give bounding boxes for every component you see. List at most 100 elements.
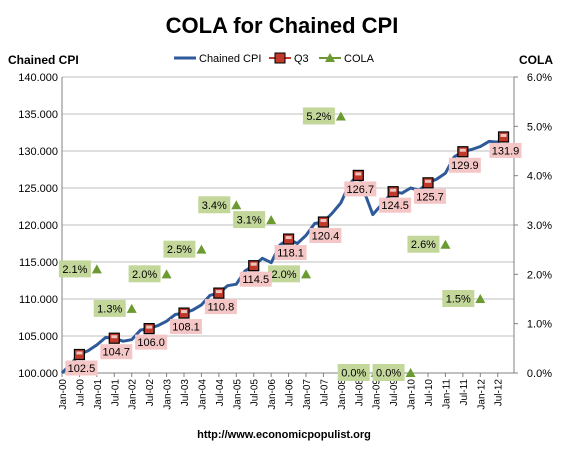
cola-data-label: 2.5% [167,244,192,256]
x-tick-label: Jul-04 [215,379,226,407]
q3-label-bg [448,157,481,173]
cola-marker [161,269,172,279]
cola-data-label: 2.0% [132,269,157,281]
cola-data-label: 5.2% [306,111,331,123]
q3-label-bg [204,299,237,315]
cola-data-label: 2.6% [411,239,436,251]
q3-data-label: 114.5 [242,274,269,286]
x-tick-label: Jul-10 [424,379,435,407]
cola-data-label: 0.0% [376,368,401,380]
source-url: http://www.economicpopulist.org [197,429,371,441]
x-tick-label: Jan-06 [267,379,278,410]
x-tick-label: Jul-08 [354,379,365,407]
left-tick-label: 115.000 [19,257,58,269]
x-tick-label: Jul-03 [180,379,191,407]
cola-data-label: 1.5% [446,294,471,306]
cola-data-label: 2.1% [62,264,87,276]
right-axis-label: COLA [519,53,553,67]
q3-data-label: 131.9 [492,145,520,157]
legend-label: Chained CPI [199,53,261,65]
q3-label-bg [100,344,133,360]
q3-series: 102.5 104.7 106.0 108.1 110.8 114.5 118.1 120.4… [65,131,522,376]
q3-marker-highlight [285,236,292,240]
q3-label-bg [170,319,203,335]
cola-label-bg [233,211,266,229]
q3-data-label: 110.8 [208,302,235,314]
q3-marker-highlight [215,290,222,294]
cola-data-label: 3.1% [237,215,262,227]
q3-label-bg [239,271,272,287]
q3-marker-highlight [250,262,257,266]
cola-marker [405,368,416,377]
q3-marker-highlight [425,179,432,183]
cola-label-bg [372,364,405,381]
cola-label-bg [198,196,231,214]
q3-marker-highlight [355,172,362,176]
cola-data-label: 2.0% [271,269,296,281]
q3-marker-highlight [459,148,466,152]
q3-marker-highlight [76,351,83,355]
x-tick-label: Jan-05 [232,379,243,410]
q3-label-bg [344,181,377,197]
cola-marker [266,215,277,225]
legend-triangle-swatch [325,53,335,62]
cola-data-label: 0.0% [341,368,366,380]
cola-label-bg [163,240,196,258]
right-tick-label: 0.0% [527,368,552,380]
x-tick-label: Jul-11 [459,379,470,406]
q3-data-label: 129.9 [451,160,479,172]
x-tick-label: Jul-09 [389,379,400,407]
cola-label-bg [407,235,440,253]
q3-data-label: 104.7 [103,347,131,359]
left-axis-label: Chained CPI [8,53,79,67]
q3-data-label: 125.7 [416,191,444,203]
left-tick-label: 100.000 [18,368,58,380]
cola-label-bg [128,265,161,283]
cola-marker [335,111,346,121]
cola-marker [301,269,312,279]
cola-label-bg [268,265,301,283]
q3-data-label: 108.1 [172,322,200,334]
cola-data-label: 1.3% [97,303,122,315]
right-tick-label: 3.0% [527,220,552,232]
x-tick-label: Jul-06 [285,379,296,407]
left-tick-label: 130.000 [18,146,58,158]
x-tick-label: Jan-08 [337,379,348,410]
cola-marker [475,294,486,303]
x-tick-label: Jul-02 [145,379,156,407]
q3-label-bg [274,245,307,261]
q3-data-label: 124.5 [381,200,409,212]
left-axis-ticks: 100.000 105.000 110.000 115.000 120.000 125.0… [18,72,58,380]
q3-marker-highlight [181,310,188,314]
q3-data-label: 126.7 [347,184,375,196]
left-tick-label: 135.000 [18,109,58,121]
cola-label-bg [337,364,370,381]
x-tick-label: Jan-04 [197,379,208,410]
q3-data-label: 106.0 [137,337,165,349]
x-tick-label: Jan-10 [407,379,418,410]
cola-label-bg [93,299,126,317]
cola-marker [231,200,242,210]
cola-marker [91,264,102,274]
cola-series: 2.1% 1.3% 2.0% 2.5% 3.4% 3.1% 2.0% 5.2% 0.0% 0.0%… [58,107,486,381]
x-tick-label: Jul-05 [250,379,261,407]
q3-data-label: 120.4 [312,231,340,243]
legend-label: COLA [344,53,375,65]
legend-label: Q3 [294,53,309,65]
cola-marker [196,244,207,254]
x-tick-label: Jan-11 [441,379,452,409]
q3-marker-highlight [111,335,118,339]
q3-label-bg [379,197,412,213]
cola-label-bg [302,107,335,125]
cola-marker [440,239,451,249]
cola-data-label: 3.4% [202,200,227,212]
x-tick-label: Jan-01 [93,379,104,410]
x-tick-label: Jul-01 [110,379,121,407]
cola-label-bg [58,260,91,278]
q3-label-bg [309,228,342,244]
q3-marker-highlight [390,188,397,192]
q3-data-label: 118.1 [277,248,304,260]
left-tick-label: 105.000 [18,331,58,343]
left-tick-label: 125.000 [18,183,58,195]
